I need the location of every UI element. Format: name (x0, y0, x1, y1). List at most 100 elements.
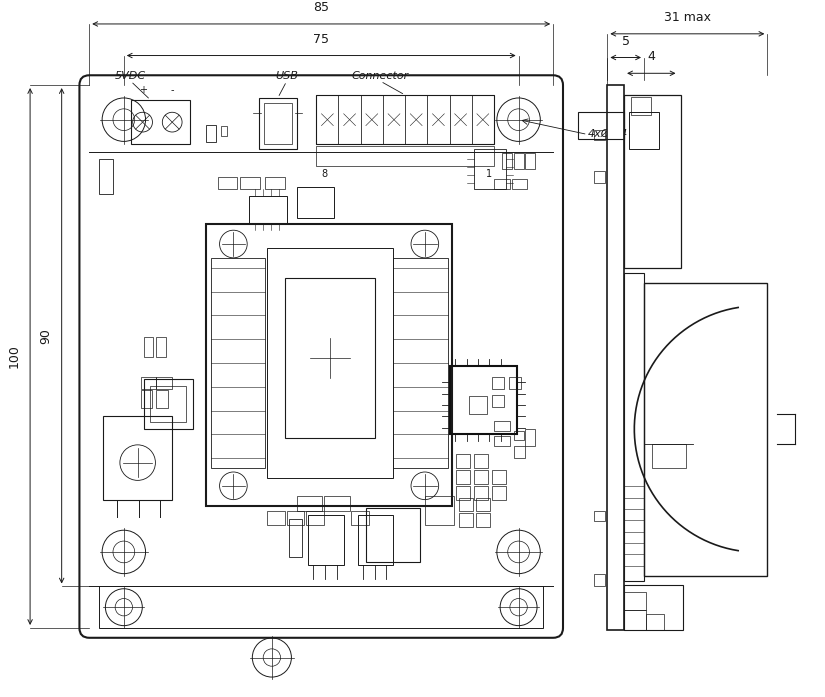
Bar (425, 496, 455, 526)
Bar (594, 130, 606, 139)
Bar (157, 337, 167, 357)
Text: USB: USB (276, 71, 298, 81)
Bar (625, 592, 646, 610)
Bar (474, 149, 506, 189)
Bar (309, 515, 344, 565)
Bar (652, 444, 686, 468)
Bar (509, 377, 521, 389)
Bar (140, 390, 153, 408)
Bar (218, 177, 238, 189)
Text: 8: 8 (321, 169, 328, 179)
Text: 75: 75 (314, 33, 329, 46)
Bar (99, 159, 113, 194)
Bar (502, 153, 512, 169)
Bar (526, 429, 535, 446)
Bar (594, 511, 606, 521)
Bar (492, 395, 504, 407)
Bar (264, 103, 291, 144)
Bar (514, 431, 524, 441)
Text: +: + (139, 85, 147, 95)
Bar (625, 610, 646, 630)
Bar (306, 512, 324, 526)
Bar (450, 367, 516, 434)
Text: -: - (171, 85, 174, 95)
Bar (157, 390, 168, 408)
Bar (324, 496, 350, 512)
Bar (474, 454, 488, 468)
Bar (296, 187, 334, 218)
Bar (150, 386, 186, 422)
Text: 85: 85 (314, 1, 329, 14)
Bar (474, 486, 488, 500)
Bar (259, 98, 296, 149)
Bar (646, 614, 663, 630)
Bar (140, 377, 157, 389)
Bar (157, 377, 172, 389)
Bar (460, 514, 474, 527)
Bar (99, 586, 543, 628)
FancyBboxPatch shape (79, 75, 563, 638)
Bar (210, 258, 265, 468)
Bar (316, 95, 494, 144)
Bar (405, 95, 427, 144)
Text: 90: 90 (39, 328, 52, 344)
Bar (365, 507, 420, 562)
Bar (625, 585, 683, 630)
Bar (492, 377, 504, 389)
Bar (316, 95, 338, 144)
Bar (594, 171, 606, 183)
Bar (472, 95, 494, 144)
Bar (394, 258, 447, 468)
Bar (625, 273, 644, 581)
Bar (476, 514, 490, 527)
Bar (265, 177, 285, 189)
Text: 31 max: 31 max (664, 11, 711, 24)
Text: 5VDC: 5VDC (116, 71, 146, 81)
Bar (476, 498, 490, 512)
Bar (144, 379, 193, 429)
Bar (267, 512, 285, 526)
Bar (629, 112, 658, 149)
Bar (103, 415, 172, 500)
Bar (607, 85, 625, 630)
Bar (296, 496, 323, 512)
Bar (240, 177, 260, 189)
Bar (514, 446, 526, 458)
Bar (205, 125, 215, 142)
Bar (594, 574, 606, 586)
Bar (456, 454, 470, 468)
Bar (285, 277, 375, 438)
Bar (361, 95, 383, 144)
Bar (286, 512, 304, 526)
Text: Connector: Connector (351, 71, 409, 81)
Bar (460, 498, 474, 512)
Bar (338, 95, 361, 144)
Bar (456, 470, 470, 484)
Bar (578, 112, 625, 139)
Bar (249, 196, 286, 223)
Bar (474, 470, 488, 484)
Bar (383, 95, 405, 144)
Bar (469, 396, 487, 414)
Bar (130, 100, 190, 144)
Bar (144, 337, 153, 357)
Bar (514, 153, 524, 169)
Text: 4xØ3,4: 4xØ3,4 (587, 130, 628, 139)
Bar (494, 421, 510, 431)
Bar (625, 95, 681, 268)
Bar (631, 97, 651, 115)
Text: 1: 1 (486, 169, 492, 179)
Text: 100: 100 (7, 344, 21, 369)
Bar (494, 179, 510, 189)
Bar (205, 224, 452, 505)
Bar (526, 153, 535, 169)
Bar (220, 125, 228, 137)
Bar (450, 95, 472, 144)
Bar (289, 519, 303, 557)
Bar (494, 436, 510, 446)
Bar (492, 470, 506, 484)
Bar (644, 282, 767, 576)
Bar (492, 486, 506, 500)
Bar (456, 486, 470, 500)
Bar (358, 515, 394, 565)
